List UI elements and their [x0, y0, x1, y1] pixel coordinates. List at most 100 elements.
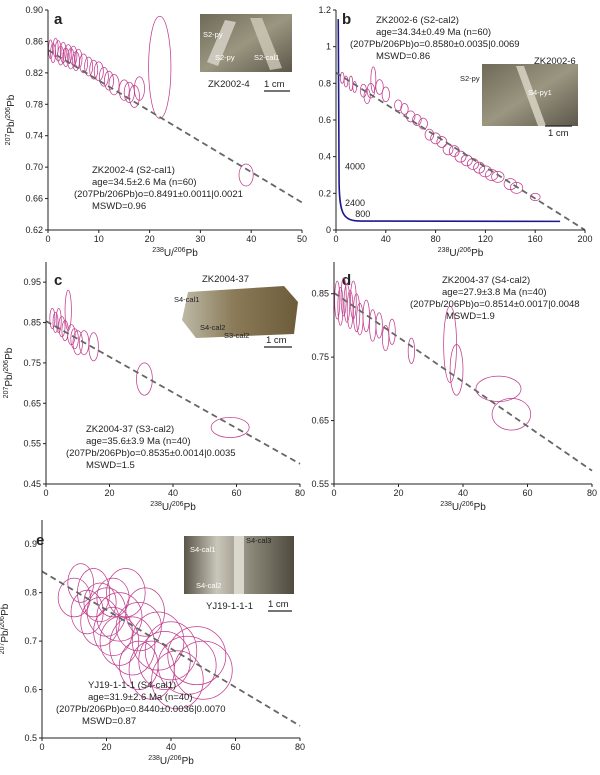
panel-a-ellipse	[93, 61, 104, 82]
panel-a-ellipse	[74, 48, 83, 69]
panel-d-label: d	[342, 272, 351, 289]
panel-c-ellipse	[49, 308, 56, 329]
panel-b-y-tick-label: 0	[326, 225, 331, 235]
panel-b-ellipse	[529, 192, 541, 202]
panel-e-ellipse	[144, 621, 198, 681]
panel-d-ellipse	[388, 318, 396, 345]
panel-a-ellipse	[148, 15, 172, 119]
annotation-d-age: age=27.9±3.8 Ma (n=40)	[442, 287, 547, 298]
panel-a-ellipse	[238, 163, 254, 187]
concordia-curve	[337, 19, 561, 223]
panel-b-ellipse	[448, 145, 460, 158]
panel-a-ellipse	[69, 45, 78, 66]
panel-d-ellipse	[375, 312, 383, 339]
panel-b-x-tick-label: 80	[431, 234, 441, 244]
panel-a-y-tick-label: 0.74	[25, 131, 43, 141]
panel-d-x-tick-label: 60	[522, 488, 532, 498]
panel-c-ellipse	[58, 316, 66, 338]
annotation-c-age: age=35.6±3.9 Ma (n=40)	[86, 436, 191, 447]
panel-d-ellipse	[382, 325, 390, 352]
panel-d-y-tick-label: 0.85	[311, 289, 329, 299]
panel-c-x-axis-title: 238U/206Pb	[150, 501, 196, 513]
panel-a-ellipse	[98, 66, 109, 87]
panel-a-y-tick-label: 0.86	[25, 36, 43, 46]
panel-e-ellipse	[173, 640, 233, 700]
photo-c-label-2: S4-cal2	[200, 323, 225, 332]
panel-e-ellipse	[93, 606, 133, 657]
photo-e-vein	[234, 536, 244, 594]
photo-b: ZK2002-6 S2-py S4-py1 1 cm	[460, 56, 578, 139]
concordia-age-label: 800	[355, 209, 370, 219]
panel-a-y-tick-label: 0.62	[25, 225, 43, 235]
panel-c-y-tick-label: 0.45	[23, 479, 41, 489]
panel-a-ellipse	[89, 59, 99, 80]
panel-d-regression-line	[333, 292, 593, 472]
panel-c-x-tick-label: 60	[231, 488, 241, 498]
panel-d-ellipse	[337, 286, 344, 326]
panel-b-x-tick-label: 0	[333, 234, 338, 244]
panel-e-ellipse	[96, 577, 130, 618]
panel-a-x-tick-label: 10	[94, 234, 104, 244]
panel-b-y-tick-label: 0.8	[318, 78, 331, 88]
annotation-d-ratio: (207Pb/206Pb)o=0.8514±0.0017|0.0048	[410, 299, 580, 310]
annotation-c-ratio: (207Pb/206Pb)o=0.8535±0.0014|0.0035	[66, 448, 236, 459]
annotation-d-mswd: MSWD=1.9	[446, 311, 495, 322]
photo-c-label-1: S4-cal1	[174, 295, 199, 304]
panel-c-regression-line	[45, 320, 301, 465]
panel-e-ellipse	[83, 582, 117, 623]
panel-d-ellipse	[352, 293, 361, 333]
annotation-b-age: age=34.34±0.49 Ma (n=60)	[376, 27, 491, 38]
panel-a-x-tick-label: 0	[45, 234, 50, 244]
panel-c: c 0 20 40 60 80 0.45 0.55 0.65 0.75 0.85 0.95 238U/…	[3, 262, 305, 513]
panel-a-x-tick-label: 20	[145, 234, 155, 244]
panel-b-x-tick-label: 120	[478, 234, 493, 244]
panel-a-y-tick-label: 0.66	[25, 194, 43, 204]
panel-c-y-tick-label: 0.85	[23, 318, 41, 328]
panel-d-ellipse	[475, 375, 522, 402]
panel-e-ellipse	[167, 626, 227, 686]
annotation-a: ZK2002-4 (S2-cal1) age=34.5±2.6 Ma (n=60…	[74, 165, 243, 212]
photo-e-scale-label: 1 cm	[268, 599, 289, 610]
panel-e-y-tick-label: 0.9	[24, 539, 37, 549]
panel-a-ellipse	[133, 76, 145, 101]
panel-b-ellipse	[454, 150, 467, 163]
panel-b-x-tick-label: 40	[381, 234, 391, 244]
panel-b-ellipse	[418, 117, 428, 130]
panel-b-y-tick-label: 0.4	[318, 152, 331, 162]
panel-a-ellipse	[79, 53, 88, 74]
panel-e-ellipse	[115, 601, 162, 652]
panel-e-ellipse	[67, 563, 94, 603]
panel-c-ellipse	[52, 312, 59, 334]
panel-b-ellipse	[491, 170, 505, 183]
panel-d-x-tick-label: 20	[393, 488, 403, 498]
panel-e-x-tick-label: 60	[230, 742, 240, 752]
annotation-c-sample: ZK2004-37 (S3-cal2)	[86, 424, 174, 435]
annotation-b-sample: ZK2002-6 (S2-cal2)	[376, 15, 459, 26]
annotation-a-sample: ZK2002-4 (S2-cal1)	[92, 165, 175, 176]
concordia-age-label: 2400	[345, 198, 365, 208]
panel-c-x-tick-label: 0	[43, 488, 48, 498]
panel-e-y-axis-title: 207Pb/206Pb	[0, 603, 11, 654]
panel-b-ellipse	[348, 75, 354, 92]
photo-e: S4-cal3 S4-cal1 S4-cal2 YJ19-1-1-1 1 cm	[184, 536, 294, 612]
panel-d-y-tick-label: 0.55	[311, 479, 329, 489]
photo-b-scale-label: 1 cm	[548, 128, 569, 139]
panel-a-x-tick-label: 50	[297, 234, 307, 244]
panel-a-x-axis-title: 238U/206Pb	[152, 247, 198, 259]
panel-a-y-axis-title: 207Pb/206Pb	[5, 94, 17, 145]
annotation-e-sample: YJ19-1-1-1 (S4-cal1)	[88, 680, 176, 691]
panel-b-x-axis-title: 238U/206Pb	[438, 247, 484, 259]
panel-c-x-tick-label: 20	[104, 488, 114, 498]
panel-b-ellipse	[381, 86, 390, 103]
panel-e-y-tick-label: 0.8	[24, 588, 37, 598]
panel-a-ellipse	[118, 79, 130, 101]
panel-a-y-tick-label: 0.82	[25, 68, 43, 78]
panel-e-x-tick-label: 40	[166, 742, 176, 752]
panel-a: a 0 10 20 30 40 50 0.62 0.66 0.70 0.74 0.78 0.82 0.8…	[5, 5, 307, 259]
panel-b-ellipse	[460, 154, 473, 167]
panel-c-ellipse	[210, 417, 250, 438]
panel-b-y-tick-label: 1	[326, 42, 331, 52]
annotation-c-mswd: MSWD=1.5	[86, 460, 135, 471]
panel-d-x-axis-title: 238U/206Pb	[440, 501, 486, 513]
